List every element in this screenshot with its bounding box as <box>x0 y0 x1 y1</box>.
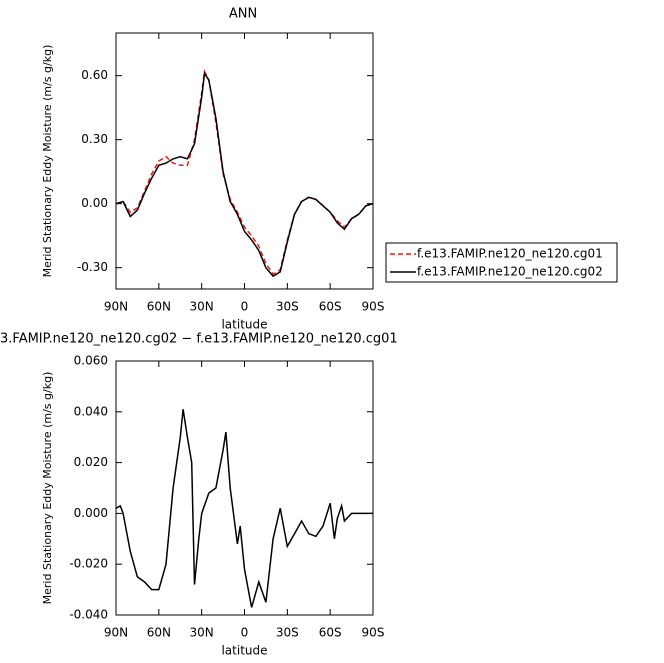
x-tick-label: 60S <box>319 626 342 640</box>
x-tick-label: 60N <box>147 300 171 314</box>
x-tick-label: 60S <box>319 300 342 314</box>
x-tick-label: 30N <box>190 626 214 640</box>
y-tick-label: 0.60 <box>81 68 108 82</box>
y-tick-label: -0.30 <box>77 260 108 274</box>
legend-label: f.e13.FAMIP.ne120_ne120.cg02 <box>417 265 603 279</box>
x-tick-label: 60N <box>147 626 171 640</box>
y-tick-label: 0.30 <box>81 132 108 146</box>
y-axis-label: Merid Stationary Eddy Moisture (m/s g/kg… <box>41 45 54 278</box>
y-tick-label: -0.040 <box>69 608 108 622</box>
plot-frame <box>115 32 374 290</box>
plot-frame <box>115 360 374 616</box>
x-tick-label: 90N <box>104 300 128 314</box>
x-tick-label: 90S <box>362 626 385 640</box>
y-tick-label: 0.060 <box>74 354 108 368</box>
y-tick-label: 0.00 <box>81 196 108 210</box>
y-tick-label: 0.020 <box>74 455 108 469</box>
series-line <box>115 409 373 608</box>
chart-title: 3.FAMIP.ne120_ne120.cg02 − f.e13.FAMIP.n… <box>0 332 398 347</box>
x-tick-label: 30S <box>276 300 299 314</box>
x-tick-label: 30S <box>276 626 299 640</box>
y-tick-label: 0.000 <box>74 506 108 520</box>
y-tick-label: -0.020 <box>69 557 108 571</box>
x-tick-label: 0 <box>241 626 249 640</box>
x-axis-label: latitude <box>221 644 267 658</box>
legend-label: f.e13.FAMIP.ne120_ne120.cg01 <box>417 247 603 261</box>
chart-title: ANN <box>229 7 257 22</box>
x-tick-label: 90N <box>104 626 128 640</box>
y-axis-label: Merid Stationary Eddy Moisture (m/s g/kg… <box>41 372 54 605</box>
x-tick-label: 30N <box>190 300 214 314</box>
series-line <box>115 71 374 278</box>
x-tick-label: 0 <box>241 300 249 314</box>
x-axis-label: latitude <box>221 318 267 332</box>
x-tick-label: 90S <box>362 300 385 314</box>
legend-box <box>385 242 618 283</box>
y-tick-label: 0.040 <box>74 404 108 418</box>
